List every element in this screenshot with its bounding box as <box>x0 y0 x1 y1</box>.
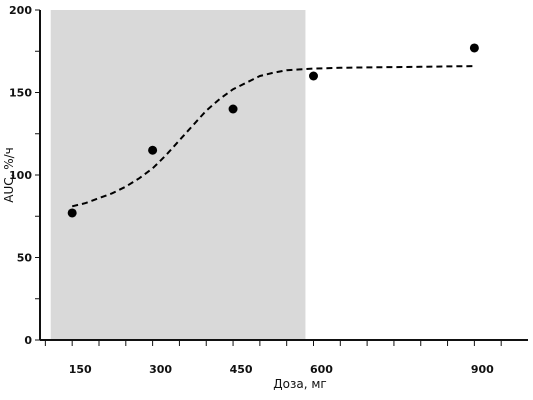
data-point <box>228 104 238 114</box>
y-tick-label: 150 <box>9 87 32 100</box>
x-axis-title: Доза, мг <box>273 377 326 391</box>
x-tick-label: 900 <box>471 363 494 376</box>
data-points <box>67 43 479 218</box>
x-tick-label: 300 <box>149 363 172 376</box>
y-tick-label: 100 <box>9 169 32 182</box>
data-point <box>148 145 158 155</box>
x-ticks: 150 300 450 600 900 <box>44 340 502 376</box>
data-point <box>308 71 318 81</box>
y-axis-title: AUC, %/ч <box>2 147 16 203</box>
x-tick-label: 150 <box>69 363 92 376</box>
shaded-region <box>50 10 306 340</box>
x-tick-label: 450 <box>230 363 253 376</box>
data-point <box>469 43 479 53</box>
data-point <box>67 208 77 218</box>
y-tick-label: 50 <box>17 252 33 265</box>
fit-curve <box>71 65 475 208</box>
y-tick-label: 200 <box>9 4 32 17</box>
x-tick-label: 600 <box>310 363 333 376</box>
y-tick-label: 0 <box>24 334 32 347</box>
